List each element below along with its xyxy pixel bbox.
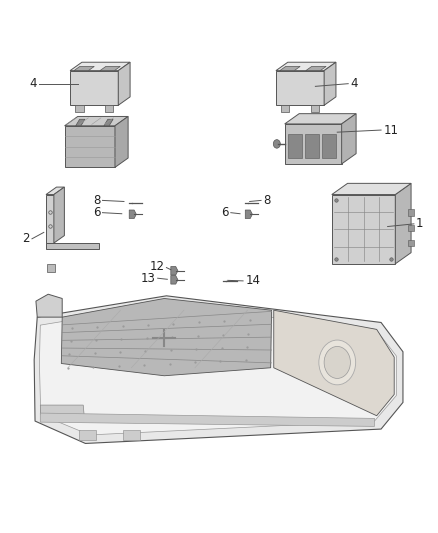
Polygon shape xyxy=(54,187,64,243)
Bar xyxy=(407,209,413,216)
Polygon shape xyxy=(74,67,94,71)
Text: 12: 12 xyxy=(149,260,164,273)
Text: 4: 4 xyxy=(30,77,37,90)
Bar xyxy=(123,430,140,440)
Polygon shape xyxy=(306,67,326,71)
Polygon shape xyxy=(46,243,99,248)
Bar xyxy=(79,430,96,440)
Polygon shape xyxy=(70,62,130,71)
Polygon shape xyxy=(46,187,64,195)
Text: 8: 8 xyxy=(263,194,270,207)
Polygon shape xyxy=(342,114,356,164)
Bar xyxy=(105,106,113,111)
Bar xyxy=(281,106,290,111)
Bar xyxy=(47,264,55,272)
Polygon shape xyxy=(280,67,300,71)
Bar xyxy=(75,106,84,111)
Polygon shape xyxy=(61,298,272,376)
Bar xyxy=(407,240,413,246)
Bar xyxy=(304,134,319,158)
Polygon shape xyxy=(276,71,324,106)
Circle shape xyxy=(273,140,280,148)
Text: 8: 8 xyxy=(93,194,101,207)
Polygon shape xyxy=(171,276,178,284)
Bar xyxy=(407,225,413,231)
Polygon shape xyxy=(285,114,356,124)
Polygon shape xyxy=(245,210,252,219)
Text: 11: 11 xyxy=(383,124,398,136)
Text: 6: 6 xyxy=(221,206,229,219)
Polygon shape xyxy=(46,195,54,243)
Bar xyxy=(311,106,319,111)
Bar xyxy=(287,134,302,158)
Circle shape xyxy=(319,340,356,385)
Text: 1: 1 xyxy=(416,217,424,230)
Text: 6: 6 xyxy=(93,206,101,219)
Text: 4: 4 xyxy=(350,77,358,90)
Polygon shape xyxy=(64,117,128,126)
Polygon shape xyxy=(276,62,336,71)
Polygon shape xyxy=(285,124,342,164)
Polygon shape xyxy=(76,119,85,126)
Polygon shape xyxy=(274,310,394,416)
Polygon shape xyxy=(40,413,374,426)
Polygon shape xyxy=(332,195,395,264)
Polygon shape xyxy=(70,71,118,106)
Polygon shape xyxy=(34,296,403,443)
Polygon shape xyxy=(118,62,130,106)
Polygon shape xyxy=(104,119,113,126)
Text: 2: 2 xyxy=(22,232,30,245)
Circle shape xyxy=(324,346,350,378)
Polygon shape xyxy=(324,62,336,106)
Polygon shape xyxy=(129,210,136,219)
Polygon shape xyxy=(39,305,396,435)
Polygon shape xyxy=(395,183,411,264)
Polygon shape xyxy=(64,126,115,167)
Polygon shape xyxy=(36,294,62,317)
Text: 14: 14 xyxy=(245,274,260,287)
Polygon shape xyxy=(100,67,120,71)
Polygon shape xyxy=(115,117,128,167)
Text: 13: 13 xyxy=(141,272,155,285)
Bar xyxy=(321,134,336,158)
Polygon shape xyxy=(171,266,178,275)
Polygon shape xyxy=(40,405,84,415)
Polygon shape xyxy=(332,183,411,195)
